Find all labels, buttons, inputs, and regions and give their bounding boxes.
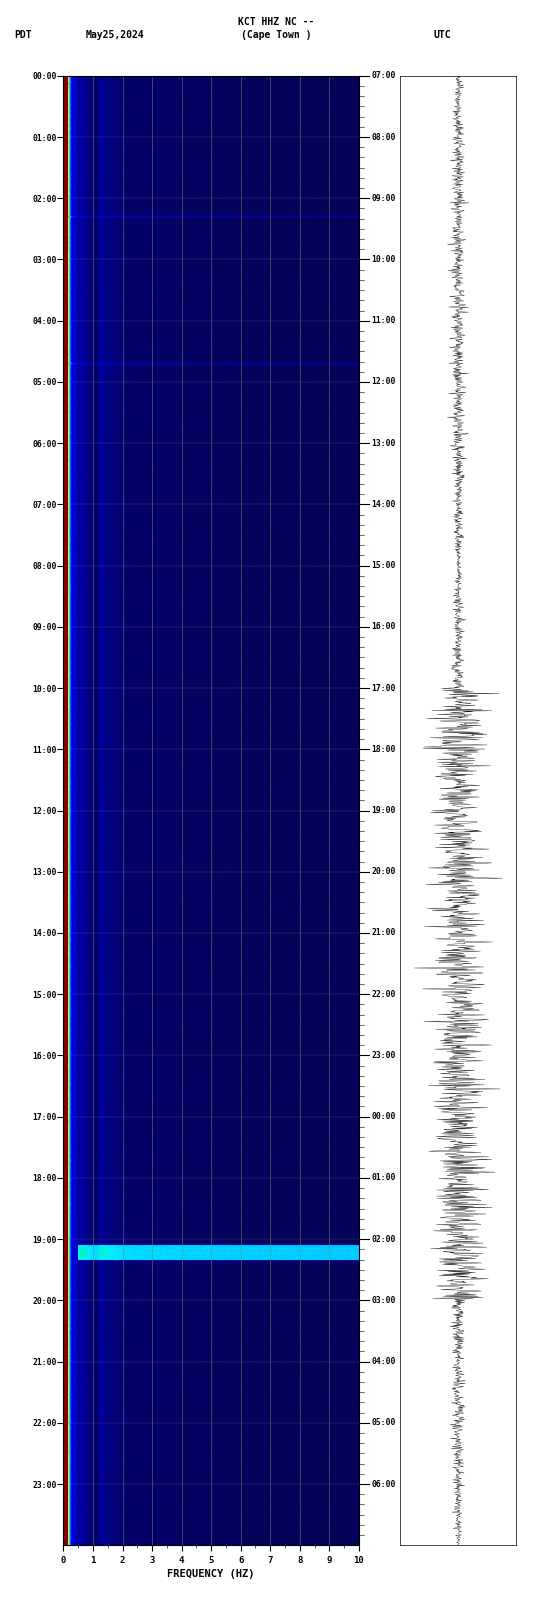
X-axis label: FREQUENCY (HZ): FREQUENCY (HZ) <box>167 1569 255 1579</box>
Text: 16:00: 16:00 <box>371 623 396 631</box>
Text: UTC: UTC <box>433 31 451 40</box>
Text: KCT HHZ NC --: KCT HHZ NC -- <box>238 18 314 27</box>
Text: 15:00: 15:00 <box>371 561 396 569</box>
Text: 14:00: 14:00 <box>371 500 396 508</box>
Text: 18:00: 18:00 <box>371 745 396 753</box>
Text: 08:00: 08:00 <box>371 132 396 142</box>
Text: ≈USGS: ≈USGS <box>11 15 36 24</box>
Text: PDT: PDT <box>14 31 31 40</box>
Text: 00:00: 00:00 <box>371 1113 396 1121</box>
Text: 20:00: 20:00 <box>371 868 396 876</box>
Text: 03:00: 03:00 <box>371 1295 396 1305</box>
Text: 19:00: 19:00 <box>371 806 396 815</box>
Text: 06:00: 06:00 <box>371 1479 396 1489</box>
Text: May25,2024: May25,2024 <box>86 31 144 40</box>
Text: 12:00: 12:00 <box>371 377 396 387</box>
Text: 22:00: 22:00 <box>371 990 396 998</box>
Text: 21:00: 21:00 <box>371 929 396 937</box>
Text: 05:00: 05:00 <box>371 1418 396 1428</box>
Text: 13:00: 13:00 <box>371 439 396 448</box>
Text: 23:00: 23:00 <box>371 1052 396 1060</box>
Text: 02:00: 02:00 <box>371 1234 396 1244</box>
Text: 04:00: 04:00 <box>371 1357 396 1366</box>
Text: (Cape Town ): (Cape Town ) <box>241 31 311 40</box>
Text: 10:00: 10:00 <box>371 255 396 265</box>
Text: 09:00: 09:00 <box>371 194 396 203</box>
Text: 01:00: 01:00 <box>371 1173 396 1182</box>
Text: 17:00: 17:00 <box>371 684 396 692</box>
Text: 07:00: 07:00 <box>371 71 396 81</box>
Text: 11:00: 11:00 <box>371 316 396 326</box>
